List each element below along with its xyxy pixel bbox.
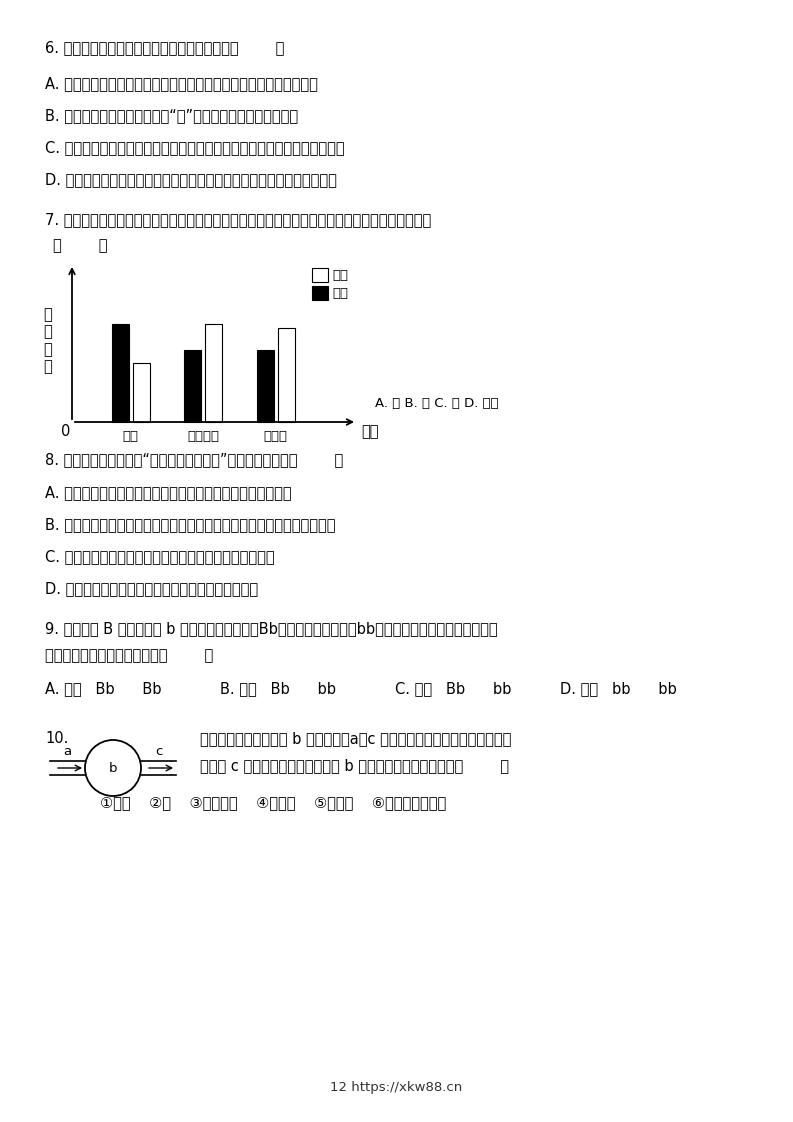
- Text: 9. 毛桃基因 B 对滑桃基因 b 为显性，现将毛桃（Bb）的花粉授给滑桃（bb）的雌蕊柱头，该雌蕊所结果实: 9. 毛桃基因 B 对滑桃基因 b 为显性，现将毛桃（Bb）的花粉授给滑桃（bb…: [45, 620, 498, 636]
- Text: （        ）: （ ）: [53, 238, 108, 252]
- Text: A. 白酒和葡萄酒制作过程都要经过震菌的糖化和酵母菌的发酵等阶段: A. 白酒和葡萄酒制作过程都要经过震菌的糖化和酵母菌的发酵等阶段: [45, 76, 318, 91]
- Text: 的性状和种子的基因型分别为（        ）: 的性状和种子的基因型分别为（ ）: [45, 649, 213, 663]
- Text: B. 毛桃   Bb      bb: B. 毛桃 Bb bb: [220, 681, 336, 696]
- Text: b: b: [109, 762, 117, 774]
- Text: c: c: [155, 745, 163, 758]
- Text: 二氧化碳: 二氧化碳: [187, 430, 219, 443]
- Text: 向，若 c 血管内流动脉血，你认为 b 可能代表的器官和结构是（        ）: 向，若 c 血管内流动脉血，你认为 b 可能代表的器官和结构是（ ）: [200, 758, 509, 773]
- Text: B. 制作白酒和葡萄酒等用到的“菌”和香菇一样都是营腐生生活: B. 制作白酒和葡萄酒等用到的“菌”和香菇一样都是营腐生生活: [45, 108, 298, 123]
- Text: C. 在果蔬贮藏场所适当降低氧气浓度的主要目的是抑制微生物的生长与繁殖: C. 在果蔬贮藏场所适当降低氧气浓度的主要目的是抑制微生物的生长与繁殖: [45, 140, 345, 155]
- Text: 相
对
含
量: 相 对 含 量: [44, 307, 52, 375]
- Bar: [184, 350, 201, 422]
- Text: 静脉: 静脉: [332, 286, 348, 300]
- Bar: [278, 329, 294, 422]
- Text: C. 神经元有许多突起有利于接受刺激产生冲动并传导冲动: C. 神经元有许多突起有利于接受刺激产生冲动并传导冲动: [45, 549, 274, 564]
- Text: 0: 0: [60, 424, 70, 439]
- Text: 如图是血液流经某器官 b 的示意图，a、c 表示血管，箭头表示血液流动的方: 如图是血液流经某器官 b 的示意图，a、c 表示血管，箭头表示血液流动的方: [200, 732, 511, 746]
- Text: 8. 下列叙述中，不符合“结构与功能相适应”生物学观点的是（        ）: 8. 下列叙述中，不符合“结构与功能相适应”生物学观点的是（ ）: [45, 452, 343, 467]
- Text: 6. 下列对生活中的生物技术的叙述，正确的是（        ）: 6. 下列对生活中的生物技术的叙述，正确的是（ ）: [45, 40, 285, 55]
- Bar: [312, 268, 328, 282]
- Text: a: a: [63, 745, 71, 758]
- Text: D. 滑桃   bb      bb: D. 滑桃 bb bb: [560, 681, 676, 696]
- Bar: [112, 324, 128, 422]
- Text: D. 心脏中瓣膜的存在可以使动脉血和静脉血完全分开: D. 心脏中瓣膜的存在可以使动脉血和静脉血完全分开: [45, 581, 259, 596]
- Text: 10.: 10.: [45, 732, 68, 746]
- Bar: [132, 364, 150, 422]
- Text: 氧气: 氧气: [123, 430, 139, 443]
- Text: D. 制作酸奶过程的实质是乳酸菌在适宜条件下将奶中的蛋白质转化成乳酸: D. 制作酸奶过程的实质是乳酸菌在适宜条件下将奶中的蛋白质转化成乳酸: [45, 172, 337, 187]
- Text: A. 毛桃   Bb      Bb: A. 毛桃 Bb Bb: [45, 681, 162, 696]
- Text: ①大脑    ②肊    ③小肠绒毛    ④肾小球    ⑤肾小管    ⑥左心房、左心室: ①大脑 ②肊 ③小肠绒毛 ④肾小球 ⑤肾小管 ⑥左心房、左心室: [100, 795, 446, 810]
- Text: 动脉: 动脉: [332, 268, 348, 282]
- Text: A. 肊泡壁和毛细血管壁都由一层上皮细胞构成，利于气体交换: A. 肊泡壁和毛细血管壁都由一层上皮细胞构成，利于气体交换: [45, 485, 292, 500]
- Bar: [312, 286, 328, 300]
- Text: B. 根尖成熟区表皮细胞一部分向外突出形成根毛，利于吸收水分和无机盐: B. 根尖成熟区表皮细胞一部分向外突出形成根毛，利于吸收水分和无机盐: [45, 517, 335, 532]
- Text: A. 肊 B. 脑 C. 較 D. 小肠: A. 肊 B. 脑 C. 較 D. 小肠: [375, 397, 499, 410]
- Text: 7. 在某一时刻测定某一器官的动脉和静脉的血液内三种物质含量，其相对数值如图所示，该器官是: 7. 在某一时刻测定某一器官的动脉和静脉的血液内三种物质含量，其相对数值如图所示…: [45, 212, 431, 227]
- Bar: [257, 350, 274, 422]
- Text: 葡萄糖: 葡萄糖: [263, 430, 288, 443]
- Bar: [205, 324, 222, 422]
- Text: 12 https://xkw88.cn: 12 https://xkw88.cn: [331, 1080, 462, 1094]
- Text: C. 滑桃   Bb      bb: C. 滑桃 Bb bb: [395, 681, 511, 696]
- Text: 物质: 物质: [361, 424, 378, 439]
